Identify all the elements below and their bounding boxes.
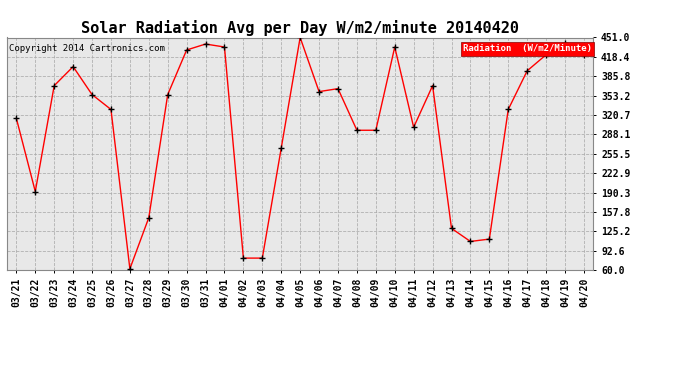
Text: Copyright 2014 Cartronics.com: Copyright 2014 Cartronics.com [9, 45, 164, 54]
Title: Solar Radiation Avg per Day W/m2/minute 20140420: Solar Radiation Avg per Day W/m2/minute … [81, 20, 519, 36]
Text: Radiation  (W/m2/Minute): Radiation (W/m2/Minute) [463, 45, 592, 54]
